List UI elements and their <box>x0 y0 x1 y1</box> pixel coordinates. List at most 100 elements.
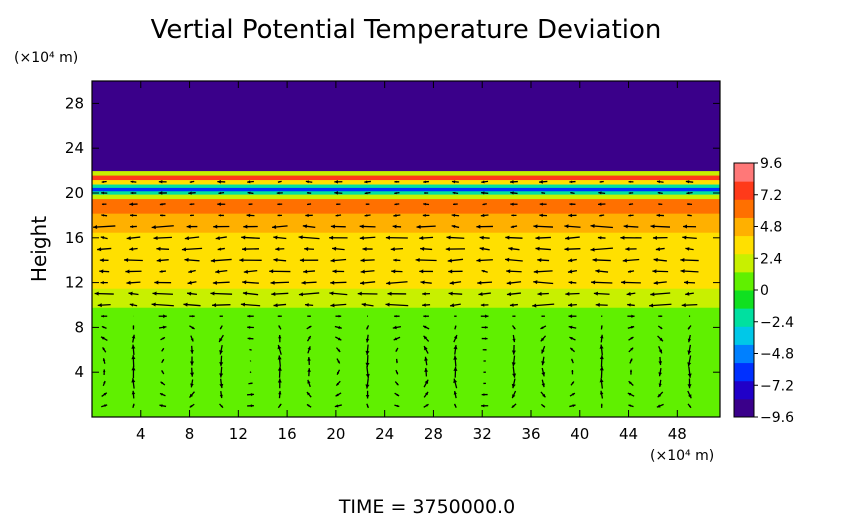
wind-arrowhead <box>187 280 192 285</box>
colorbar-ticks: 9.6 7.2 4.8 2.4 0 −2.4 −4.8 −7.2 −9.6 <box>754 156 794 426</box>
wind-arrowhead <box>623 224 628 229</box>
wind-arrowhead <box>278 334 282 339</box>
wind-arrowhead <box>332 269 337 274</box>
wind-arrowhead <box>564 224 569 229</box>
wind-arrowhead <box>277 355 282 360</box>
wind-arrowhead <box>600 403 603 406</box>
wind-arrowhead <box>569 337 573 340</box>
colorbar-tick-label: −2.4 <box>760 315 794 331</box>
wind-arrowhead <box>630 337 634 340</box>
wind-arrowhead <box>125 269 130 274</box>
wind-arrowhead <box>278 390 282 395</box>
wind-arrowhead <box>219 373 224 378</box>
wind-arrowhead <box>485 314 489 318</box>
wind-arrowhead <box>656 180 661 184</box>
wind-arrowhead <box>535 246 540 251</box>
wind-arrowhead <box>337 360 340 364</box>
wind-arrowhead <box>190 350 194 354</box>
wind-arrowhead <box>451 180 456 184</box>
wind-arrowhead <box>419 235 424 240</box>
wind-arrowhead <box>565 236 570 241</box>
colorbar <box>733 162 755 418</box>
wind-arrowhead <box>385 302 390 307</box>
wind-arrowhead <box>425 404 429 407</box>
wind-arrowhead <box>103 380 106 384</box>
wind-arrowhead <box>571 370 574 373</box>
wind-arrowhead <box>102 369 106 372</box>
wind-arrowhead <box>506 292 512 297</box>
colorbar-tick-label: 9.6 <box>760 156 782 172</box>
wind-arrowhead <box>278 325 281 328</box>
wind-arrowhead <box>687 203 690 206</box>
wind-arrowhead <box>307 203 309 206</box>
wind-arrowhead <box>183 302 188 307</box>
wind-arrowhead <box>93 225 98 230</box>
wind-arrowhead <box>190 372 195 377</box>
wind-arrowhead <box>454 325 457 328</box>
wind-arrowhead <box>512 394 516 399</box>
wind-arrowhead <box>511 405 515 408</box>
wind-arrowhead <box>592 257 597 262</box>
x-tick-label: 4 <box>136 425 146 443</box>
wind-arrowhead <box>453 391 457 395</box>
wind-arrowhead <box>684 280 689 285</box>
y-units-label: (×10⁴ m) <box>14 50 78 66</box>
wind-arrowhead <box>650 292 655 297</box>
wind-arrowhead <box>219 394 223 399</box>
wind-arrowhead <box>188 269 193 274</box>
wind-arrowhead <box>453 203 456 206</box>
wind-arrowhead <box>687 338 692 343</box>
wind-arrowhead <box>655 247 661 252</box>
wind-arrowhead <box>243 224 248 229</box>
wind-arrowhead <box>564 247 569 252</box>
x-tick-label: 40 <box>570 425 589 443</box>
field-band <box>92 213 720 233</box>
field-band <box>92 260 720 289</box>
colorbar-tick-label: 4.8 <box>760 220 782 236</box>
wind-arrowhead <box>627 393 632 396</box>
wind-arrowhead <box>424 367 429 372</box>
wind-arrowhead <box>163 314 167 319</box>
wind-arrowhead <box>247 314 251 318</box>
wind-arrowhead <box>514 315 516 317</box>
wind-arrowhead <box>334 191 339 195</box>
wind-arrowhead <box>247 191 251 195</box>
wind-arrowhead <box>628 381 632 385</box>
wind-arrowhead <box>219 315 222 317</box>
x-tick-label: 48 <box>668 425 687 443</box>
wind-arrowhead <box>448 269 453 274</box>
wind-arrowhead <box>217 180 221 184</box>
wind-arrowhead <box>425 391 429 396</box>
wind-arrowhead <box>568 325 573 330</box>
wind-arrowhead <box>213 224 218 229</box>
wind-arrowhead <box>627 303 631 307</box>
wind-arrowhead <box>101 180 105 183</box>
wind-arrowhead <box>480 303 485 307</box>
wind-arrowhead <box>687 214 690 217</box>
wind-arrowhead <box>391 269 396 274</box>
wind-arrowhead <box>359 224 364 229</box>
wind-arrowhead <box>653 257 658 262</box>
wind-arrowhead <box>481 393 485 396</box>
wind-arrowhead <box>448 291 453 296</box>
wind-arrowhead <box>220 327 222 330</box>
wind-arrowhead <box>600 334 604 339</box>
wind-arrowhead <box>241 235 246 240</box>
colorbar-swatch <box>734 308 754 327</box>
wind-arrowhead <box>481 404 485 408</box>
wind-arrowhead <box>307 368 311 372</box>
colorbar-swatch <box>734 199 754 218</box>
wind-arrowhead <box>336 382 340 386</box>
heatmap-field <box>92 81 720 418</box>
wind-arrowhead <box>308 336 311 340</box>
y-tick-label: 8 <box>74 318 84 336</box>
wind-arrowhead <box>101 191 104 195</box>
wind-arrowhead <box>273 303 278 308</box>
wind-arrowhead <box>630 358 633 362</box>
wind-arrowhead <box>190 383 194 388</box>
wind-arrowhead <box>453 335 458 339</box>
wind-arrowhead <box>191 326 195 329</box>
wind-arrowhead <box>505 257 510 262</box>
wind-arrowhead <box>161 370 164 373</box>
field-band <box>92 232 720 261</box>
